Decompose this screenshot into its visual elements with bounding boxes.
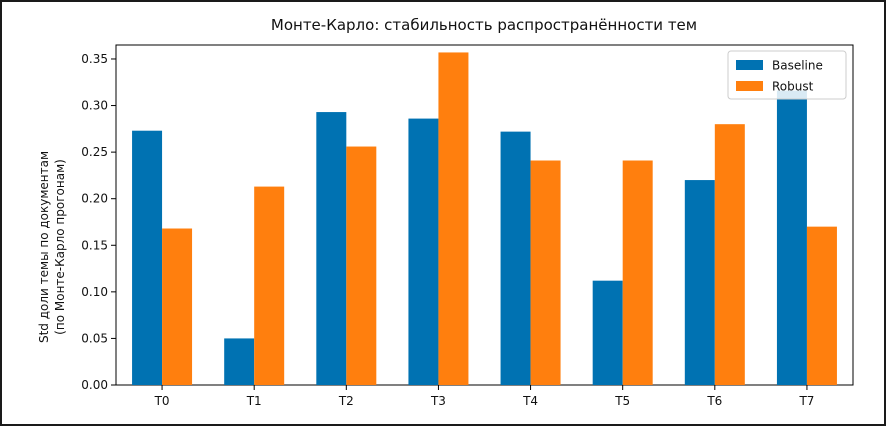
bar-baseline-t0	[132, 130, 163, 385]
legend-swatch-robust	[736, 81, 763, 91]
y-tick-label: 0.15	[81, 238, 108, 252]
x-tick-label: T1	[246, 394, 262, 408]
bar-robust-t4	[530, 160, 561, 385]
bar-robust-t0	[162, 228, 193, 385]
bar-robust-t7	[806, 226, 837, 385]
legend: Baseline Robust	[727, 50, 847, 100]
bar-baseline-t1	[224, 338, 255, 385]
x-tick-label: T7	[798, 394, 814, 408]
bar-robust-t3	[438, 52, 469, 385]
bar-baseline-t5	[592, 280, 623, 385]
plot-area: 0.00 0.05 0.10 0.15 0.20 0.25 0.30 0.35 T0 T1 T2 T3…	[81, 44, 854, 408]
bar-robust-t2	[346, 146, 377, 385]
x-tick-label: T3	[430, 394, 446, 408]
x-tick-label: T4	[522, 394, 538, 408]
bar-baseline-t4	[500, 131, 531, 385]
bar-baseline-t6	[684, 180, 715, 385]
y-axis-label-line2: (по Монте-Карло прогонам)	[53, 159, 67, 335]
chart-title: Монте-Карло: стабильность распространённ…	[271, 16, 697, 34]
y-tick-label: 0.30	[81, 99, 108, 113]
y-tick-label: 0.20	[81, 192, 108, 206]
x-tick-label: T5	[614, 394, 630, 408]
axes-box	[115, 44, 854, 386]
y-tick-label: 0.05	[81, 331, 108, 345]
x-tick-label: T6	[706, 394, 722, 408]
legend-label-baseline: Baseline	[772, 59, 823, 73]
bar-baseline-t7	[776, 90, 807, 386]
y-tick-label: 0.00	[81, 378, 108, 392]
bar-baseline-t2	[316, 112, 347, 386]
y-axis-label: Std доли темы по документам (по Монте-Ка…	[37, 151, 67, 343]
x-tick-label: T2	[338, 394, 354, 408]
bar-robust-t1	[254, 186, 285, 385]
y-tick-label: 0.10	[81, 285, 108, 299]
bar-robust-t6	[714, 124, 745, 385]
bar-robust-t5	[622, 160, 653, 385]
legend-label-robust: Robust	[772, 80, 814, 94]
y-tick-label: 0.35	[81, 52, 108, 66]
bar-baseline-t3	[408, 118, 439, 385]
x-tick-label: T0	[154, 394, 170, 408]
y-axis-label-line1: Std доли темы по документам	[37, 151, 51, 343]
legend-swatch-baseline	[736, 60, 763, 70]
y-tick-label: 0.25	[81, 145, 108, 159]
